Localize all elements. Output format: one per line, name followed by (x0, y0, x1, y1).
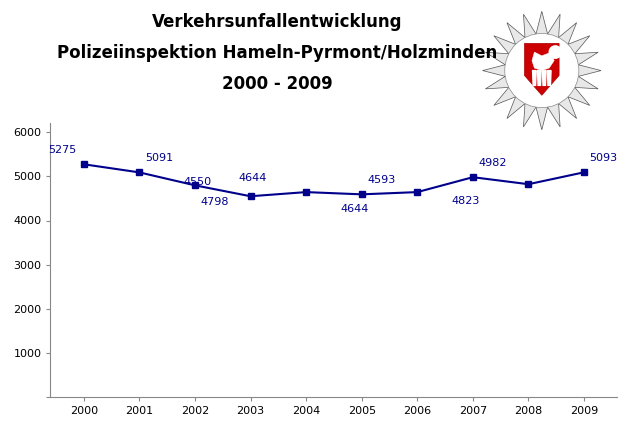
Polygon shape (532, 52, 554, 71)
Circle shape (549, 46, 561, 58)
Polygon shape (525, 43, 559, 95)
Text: 5093: 5093 (590, 153, 618, 163)
Text: Verkehrsunfallentwicklung: Verkehrsunfallentwicklung (152, 13, 403, 31)
Text: 4550: 4550 (183, 177, 212, 187)
Polygon shape (537, 71, 541, 86)
Polygon shape (547, 71, 551, 86)
Text: 4798: 4798 (200, 197, 229, 207)
Text: 5275: 5275 (49, 145, 77, 155)
Text: 2000 - 2009: 2000 - 2009 (222, 75, 333, 93)
Text: 4593: 4593 (367, 175, 396, 185)
Text: 4644: 4644 (239, 173, 267, 183)
Text: Polizeiinspektion Hameln-Pyrmont/Holzminden: Polizeiinspektion Hameln-Pyrmont/Holzmin… (57, 44, 497, 62)
Text: 4644: 4644 (340, 204, 369, 213)
Polygon shape (483, 11, 601, 130)
Text: 5091: 5091 (145, 153, 173, 163)
Polygon shape (542, 71, 546, 86)
Text: 4982: 4982 (478, 158, 507, 168)
Circle shape (505, 34, 579, 108)
Text: 4823: 4823 (452, 196, 480, 206)
Polygon shape (532, 71, 536, 86)
